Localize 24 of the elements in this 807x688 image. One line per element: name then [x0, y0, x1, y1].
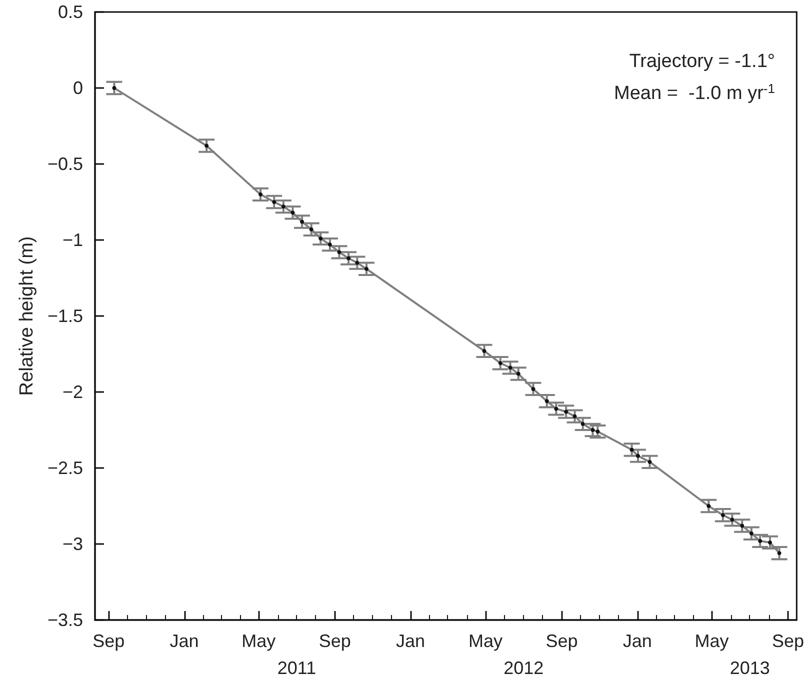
x-tick-label: May — [242, 631, 276, 651]
y-tick-label: 0.5 — [58, 2, 83, 22]
x-tick-label: Jan — [396, 631, 426, 651]
text: 2012 — [504, 658, 544, 678]
text: 2013 — [730, 658, 770, 678]
x-tick-label: May — [694, 631, 729, 651]
y-axis-title: Relative height (m) — [16, 236, 38, 396]
x-tick-label: Sep — [772, 631, 804, 651]
x-tick-label: Sep — [318, 631, 351, 651]
x-tick-label: Sep — [546, 631, 578, 651]
y-tick-label: −3.5 — [47, 610, 83, 630]
y-tick-label: −1 — [62, 230, 83, 250]
y-tick-label: −0.5 — [47, 154, 83, 174]
x-tick-label: Sep — [92, 631, 125, 651]
x-tick-label: Jan — [170, 631, 199, 651]
y-tick-label: −2 — [62, 382, 83, 402]
y-tick-label: −1.5 — [47, 306, 83, 326]
x-tick-label: May — [468, 631, 503, 651]
y-tick-label: −2.5 — [47, 458, 83, 478]
x-tick-label: Jan — [622, 631, 652, 651]
text: 2011 — [277, 658, 316, 678]
y-tick-label: −3 — [62, 534, 83, 554]
y-tick-label: 0 — [72, 78, 83, 98]
annotation: Trajectory = -1.1° — [629, 51, 776, 72]
